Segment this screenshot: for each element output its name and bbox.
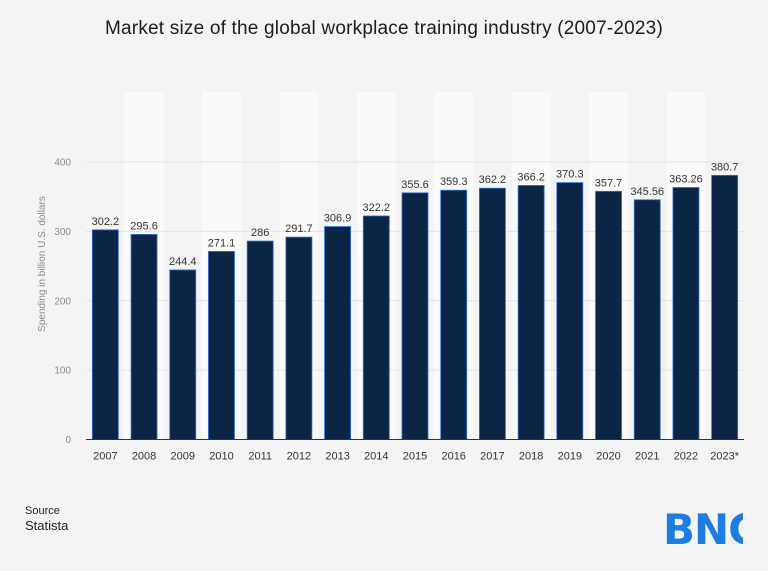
logo-text: BNG [663,506,743,550]
value-label: 291.7 [285,223,313,235]
bar-2018 [517,185,545,440]
value-label: 295.6 [130,220,158,232]
x-tick-label: 2023* [710,451,739,463]
x-tick-label: 2015 [403,451,427,463]
x-tick-label: 2013 [325,451,349,463]
x-tick-label: 2016 [441,451,465,463]
value-label: 244.4 [169,256,197,268]
value-label: 271.1 [208,237,236,249]
x-tick-label: 2019 [558,451,582,463]
x-tick-label: 2009 [171,451,195,463]
bar-2009 [169,269,197,440]
bar-2014 [362,215,390,440]
bar-2010 [208,251,235,440]
x-tick-label: 2011 [248,451,272,463]
bar-2016 [440,189,468,440]
x-tick-label: 2022 [674,451,698,463]
bng-logo: BNG [663,506,743,550]
value-label: 362.2 [479,174,507,186]
x-tick-label: 2017 [480,451,504,463]
x-axis-ticks: 2007 2008 2009 2010 2011 2012 2013 2014 2015 2016… [93,451,740,463]
x-tick-label: 2010 [209,451,233,463]
value-label: 380.7 [711,161,739,173]
value-label: 366.2 [517,171,545,183]
x-tick-label: 2012 [287,451,311,463]
value-label: 286 [251,227,269,239]
bar-chart: 0 100 200 300 400 302.2 295.6 244.4 271.1 286 291… [37,157,744,463]
x-tick-label: 2021 [635,451,659,463]
y-axis-label: Spending in billion U.S. dollars [37,196,48,332]
bar-2007 [91,229,119,440]
value-label: 370.3 [556,169,584,181]
bar-2020 [595,190,622,440]
bar-2021 [633,199,661,440]
source-label: Source [25,505,60,517]
value-labels: 302.2 295.6 244.4 271.1 286 291.7 306.9 322.2 35… [92,161,739,268]
value-label: 306.9 [324,213,352,225]
x-tick-label: 2018 [519,451,543,463]
value-label: 302.2 [92,216,120,228]
chart-title: Market size of the global workplace trai… [105,18,663,39]
y-tick-label: 400 [54,158,71,169]
y-tick-label: 100 [54,366,71,377]
y-tick-label: 300 [54,227,71,238]
value-label: 357.7 [595,177,623,189]
bars [91,174,739,440]
y-tick-label: 200 [54,296,71,307]
value-label: 363.26 [669,173,703,185]
value-label: 322.2 [363,202,391,214]
value-label: 355.6 [401,179,429,191]
x-tick-label: 2008 [132,451,156,463]
bar-2015 [401,192,429,440]
x-tick-label: 2020 [596,451,620,463]
value-label: 345.56 [630,186,664,198]
bar-2013 [324,226,351,440]
bar-2008 [130,234,158,440]
bar-2022 [672,187,700,440]
y-axis-ticks: 0 100 200 300 400 [54,158,71,447]
source-value: Statista [25,518,69,533]
x-tick-label: 2014 [364,451,388,463]
bar-2019 [556,182,584,440]
y-tick-label: 0 [65,435,71,446]
bar-2023* [711,174,739,440]
bar-2012 [285,236,313,440]
value-label: 359.3 [440,176,468,188]
bar-2017 [479,187,506,440]
x-tick-label: 2007 [93,451,117,463]
bar-2011 [246,240,274,440]
